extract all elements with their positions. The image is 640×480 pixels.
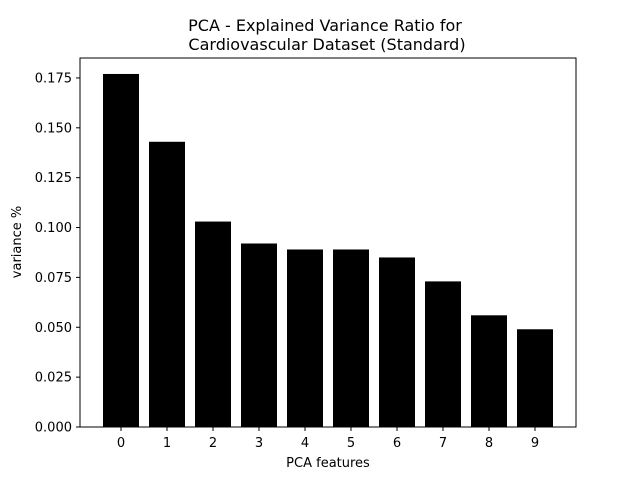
bar-9	[517, 329, 553, 427]
bar-1	[149, 141, 185, 427]
y-tick-label: 0.025	[35, 371, 72, 386]
bar-5	[333, 249, 369, 427]
y-tick-label: 0.050	[35, 321, 72, 336]
y-axis-label: variance %	[10, 206, 25, 278]
y-tick-label: 0.125	[35, 171, 72, 186]
chart-subtitle: Cardiovascular Dataset (Standard)	[188, 35, 465, 54]
plot-frame	[79, 57, 577, 428]
y-tick-label: 0.000	[35, 421, 72, 436]
y-tick-label: 0.150	[35, 121, 72, 136]
ticks-layer: 0 1 2 3 4 5 6 7 8 9 0.000 0.025 0.050 0.075 0.100 0.125…	[35, 71, 539, 451]
x-axis-label: PCA features	[286, 456, 370, 471]
chart-title: PCA - Explained Variance Ratio for	[188, 16, 462, 35]
x-tick-label: 8	[485, 436, 493, 451]
x-tick-label: 6	[393, 436, 401, 451]
bars-layer	[103, 73, 553, 427]
bar-4	[287, 249, 323, 427]
x-tick-label: 0	[117, 436, 125, 451]
x-tick-label: 5	[347, 436, 355, 451]
bar-8	[471, 315, 507, 427]
bar-6	[379, 257, 415, 427]
y-tick-label: 0.100	[35, 221, 72, 236]
bar-0	[103, 73, 139, 427]
x-tick-label: 3	[255, 436, 263, 451]
x-tick-label: 7	[439, 436, 447, 451]
bar-3	[241, 243, 277, 427]
y-tick-label: 0.075	[35, 271, 72, 286]
bar-2	[195, 221, 231, 427]
x-tick-label: 9	[531, 436, 539, 451]
x-tick-label: 1	[163, 436, 171, 451]
bar-7	[425, 281, 461, 427]
y-tick-label: 0.175	[35, 71, 72, 86]
x-tick-label: 2	[209, 436, 217, 451]
x-tick-label: 4	[301, 436, 309, 451]
